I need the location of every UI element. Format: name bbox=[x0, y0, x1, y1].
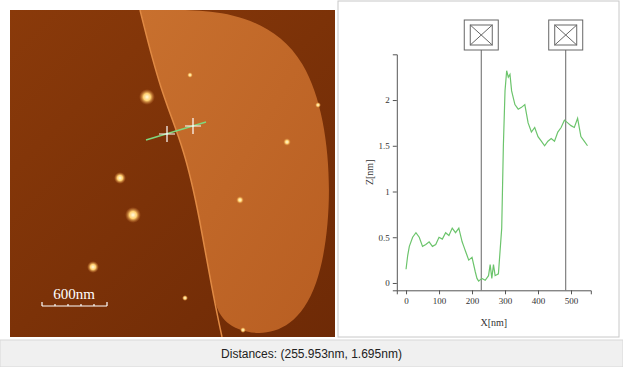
tick-mark bbox=[393, 192, 397, 193]
particle bbox=[139, 89, 155, 105]
tick-label: 0 bbox=[404, 296, 409, 306]
y-axis-title: Z[nm] bbox=[364, 160, 375, 186]
axis-line bbox=[393, 55, 398, 291]
scale-bar bbox=[42, 302, 107, 306]
cursor-cross bbox=[185, 118, 201, 134]
chart-panel bbox=[338, 1, 619, 337]
tick: 0.5 bbox=[379, 233, 397, 243]
image-background bbox=[10, 10, 335, 337]
cursor-handle-cross bbox=[470, 25, 492, 45]
tick-label: 500 bbox=[565, 296, 579, 306]
cursor-cross bbox=[159, 126, 175, 142]
tick-mark bbox=[472, 290, 473, 294]
step-edge bbox=[140, 10, 222, 337]
tick: 300 bbox=[499, 290, 513, 305]
tick-mark bbox=[505, 290, 506, 294]
particle bbox=[87, 261, 99, 273]
particle bbox=[240, 327, 246, 333]
tick-mark bbox=[393, 237, 397, 238]
cursor-handle-cross bbox=[555, 25, 577, 45]
tick: 400 bbox=[532, 290, 546, 305]
tick-label: 100 bbox=[433, 296, 447, 306]
axis-line bbox=[397, 291, 591, 295]
tick: 100 bbox=[433, 290, 447, 305]
tick-label: 1.5 bbox=[379, 141, 391, 151]
tick-mark bbox=[393, 146, 397, 147]
tick-mark bbox=[406, 290, 407, 294]
tick: 2 bbox=[385, 95, 397, 105]
tick-label: 0.5 bbox=[379, 233, 391, 243]
particle bbox=[182, 295, 188, 301]
tick-mark bbox=[571, 290, 572, 294]
particle bbox=[187, 72, 193, 78]
tick: 500 bbox=[565, 290, 579, 305]
status-bar bbox=[0, 340, 623, 367]
tick-label: 2 bbox=[385, 95, 390, 105]
tick-mark bbox=[393, 100, 397, 101]
tick-label: 1 bbox=[385, 187, 390, 197]
tick: 0 bbox=[404, 290, 409, 305]
tick-mark bbox=[393, 283, 397, 284]
particle bbox=[315, 102, 321, 108]
tick-label: 0 bbox=[385, 278, 390, 288]
cursor-handle[interactable] bbox=[549, 20, 583, 50]
particle bbox=[236, 196, 244, 204]
tick-label: 400 bbox=[532, 296, 546, 306]
y-axis: 0 0.5 1 1.5 2 bbox=[379, 55, 398, 291]
cursor-line bbox=[481, 50, 482, 290]
figure: 600nm 0 100 200 300 400 500 0 0.5 1 1.5 2 X[nm] Z[nm]… bbox=[0, 0, 623, 367]
particle bbox=[283, 138, 291, 146]
cursor-line bbox=[565, 50, 566, 290]
x-axis-title: X[nm] bbox=[480, 317, 507, 328]
cursor-handle-box bbox=[470, 25, 492, 45]
profile bbox=[406, 71, 587, 281]
tick-mark bbox=[538, 290, 539, 294]
afm-image bbox=[10, 10, 335, 337]
tick-label: 300 bbox=[499, 296, 513, 306]
status-text: Distances: (255.953nm, 1.695nm) bbox=[221, 347, 402, 361]
cursor-handle[interactable] bbox=[464, 20, 498, 50]
x-axis: 0 100 200 300 400 500 bbox=[397, 290, 591, 305]
tick: 1.5 bbox=[379, 141, 397, 151]
particle bbox=[114, 172, 126, 184]
cursor-handle-box bbox=[555, 25, 577, 45]
particle bbox=[125, 207, 141, 223]
tick: 1 bbox=[385, 187, 397, 197]
tick-label: 200 bbox=[466, 296, 480, 306]
plot-area bbox=[406, 71, 587, 281]
scale-bar-label: 600nm bbox=[53, 286, 95, 302]
tick: 0 bbox=[385, 278, 397, 288]
profile-line bbox=[146, 122, 206, 140]
terrace bbox=[140, 10, 329, 333]
tick-mark bbox=[439, 290, 440, 294]
tick: 200 bbox=[466, 290, 480, 305]
